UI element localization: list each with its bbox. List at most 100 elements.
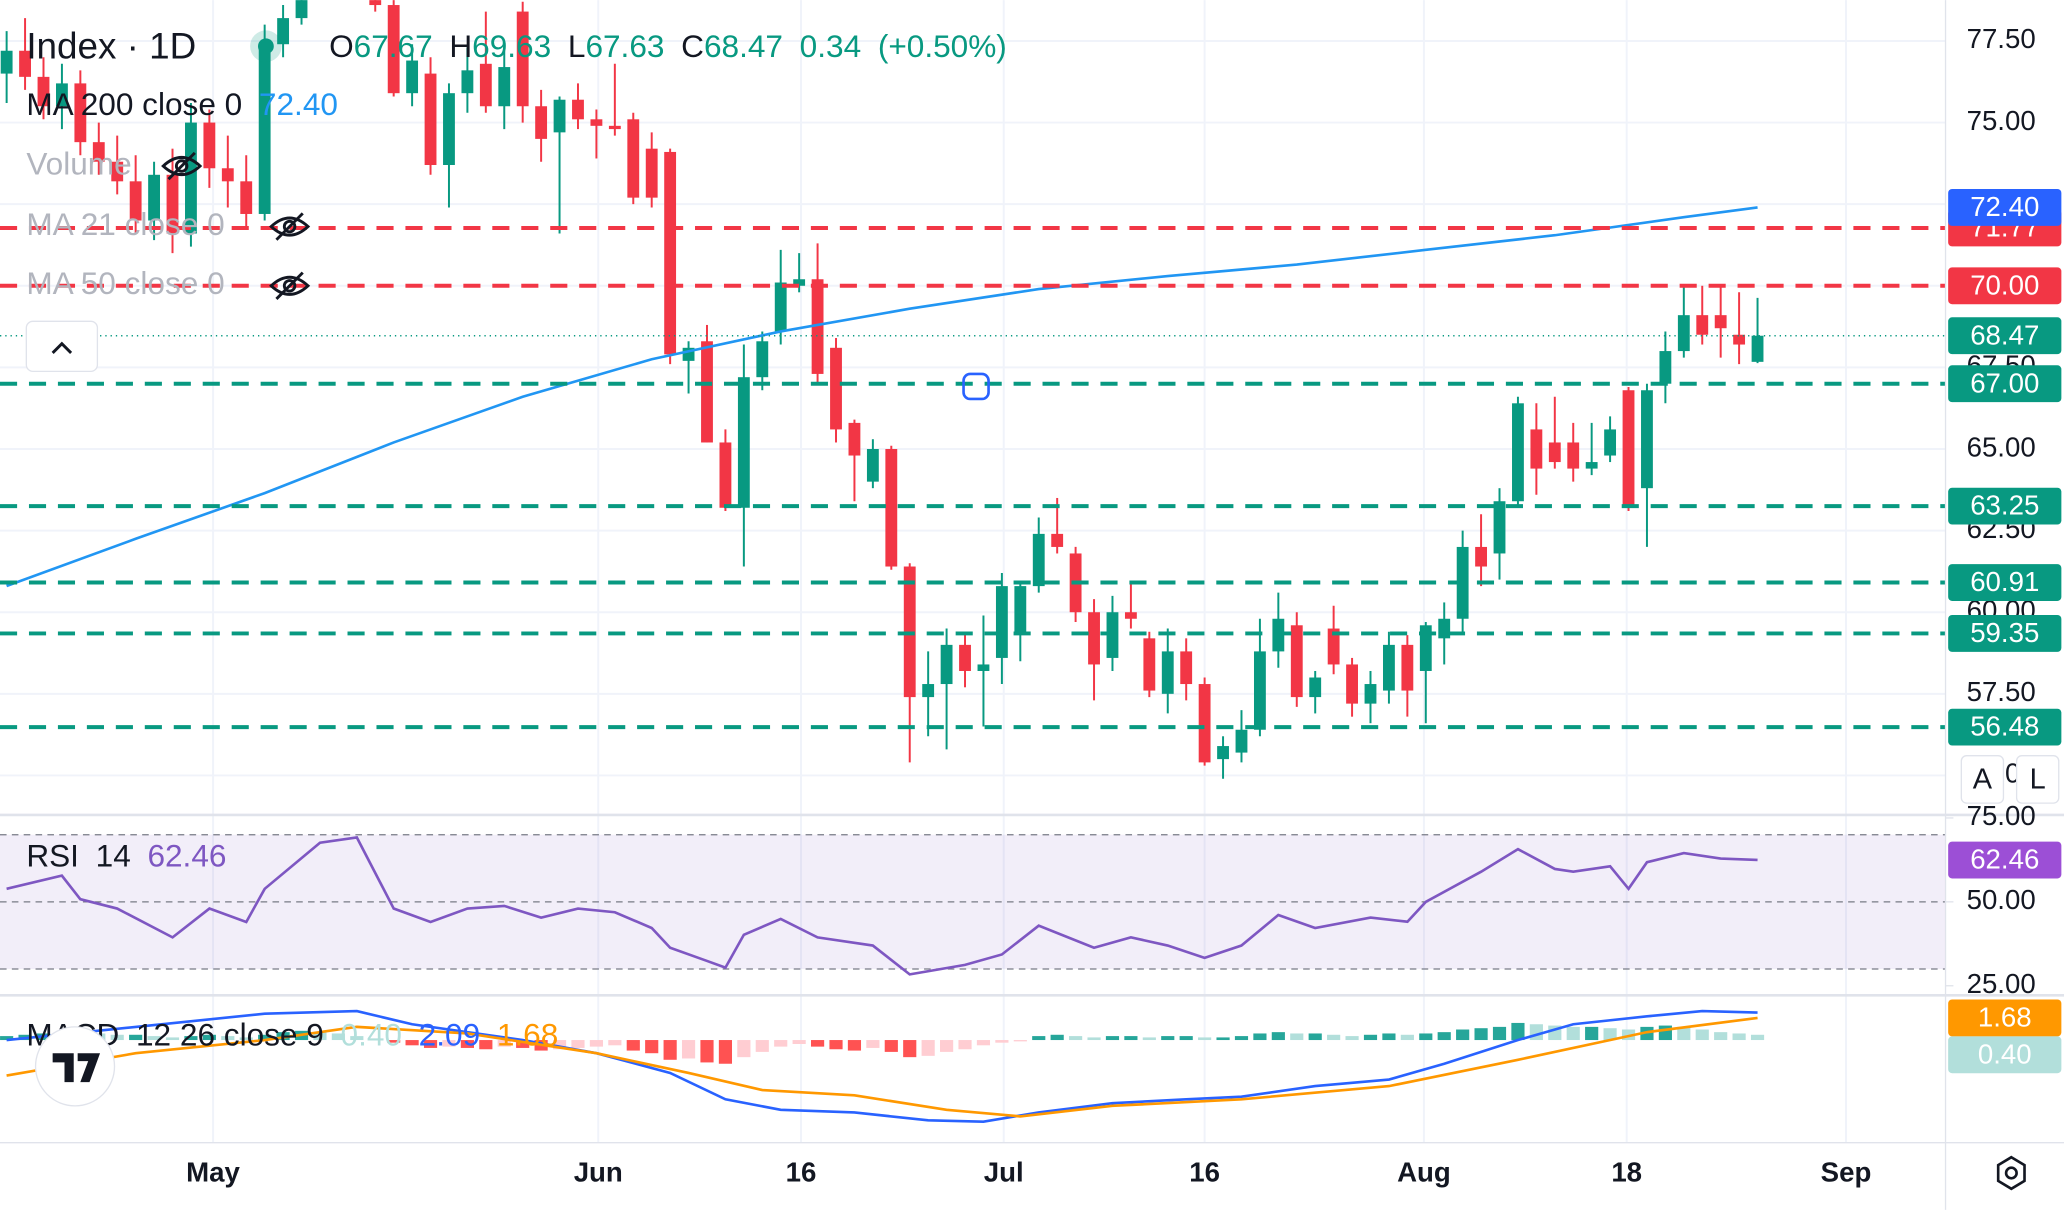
- scale-button[interactable]: [2015, 755, 2060, 804]
- scale-button[interactable]: [1960, 755, 2005, 804]
- candle-body: [959, 644, 971, 671]
- ohlc-value: 67.63: [585, 28, 664, 64]
- histogram-bar: [810, 1040, 825, 1047]
- macd-line: [6, 1009, 1758, 1123]
- histogram-bar: [350, 1036, 364, 1041]
- price-badge-label: 60.91: [1970, 566, 2039, 597]
- ohlc-value: 69.63: [472, 28, 551, 64]
- histogram-bar: [792, 1040, 806, 1044]
- histogram-bar: [1363, 1034, 1378, 1041]
- histogram-bar: [1658, 1025, 1672, 1041]
- candle-body: [719, 442, 732, 508]
- histogram-bar: [700, 1040, 714, 1063]
- histogram-bar: [663, 1040, 677, 1060]
- x-tick-label: Jun: [574, 1157, 623, 1188]
- histogram-bar: [1050, 1034, 1064, 1041]
- ma-legend: MA 200 close 0 72.40: [26, 86, 338, 122]
- candle-body: [19, 50, 31, 77]
- candle-body: [572, 99, 584, 120]
- histogram-bar: [1198, 1037, 1212, 1041]
- candle-body: [406, 60, 419, 94]
- price-badge-label: 56.48: [1970, 711, 2039, 742]
- histogram-bar: [129, 1034, 143, 1041]
- histogram-bar: [1732, 1033, 1746, 1041]
- price-badge: [1948, 841, 2062, 879]
- rsi-legend: RSI 14 62.46: [26, 838, 226, 874]
- histogram-bar: [884, 1040, 898, 1052]
- histogram-bar: [1161, 1036, 1175, 1041]
- rsi-tick-label: 25.00: [1967, 968, 2036, 999]
- candle-body: [424, 73, 437, 166]
- x-tick-label: May: [186, 1157, 240, 1188]
- candle-body: [1714, 315, 1727, 329]
- candle-body: [1677, 315, 1690, 352]
- candle-body: [1346, 664, 1358, 704]
- price-badge: [1948, 189, 2062, 226]
- histogram-bar: [1069, 1036, 1083, 1041]
- histogram-bar: [147, 1036, 161, 1041]
- candle-body: [1493, 501, 1506, 554]
- price-badge-label: 59.35: [1970, 617, 2039, 648]
- price-badge: [1948, 487, 2062, 525]
- collapse-button[interactable]: [25, 320, 99, 373]
- collapse-button-box[interactable]: [25, 320, 99, 373]
- eye-hidden-icon[interactable]: [269, 271, 311, 300]
- ohlc-label: L: [568, 28, 586, 64]
- histogram-bar: [1327, 1034, 1341, 1041]
- candle-body: [608, 125, 621, 130]
- histogram-bar: [1216, 1037, 1230, 1041]
- histogram-bar: [1271, 1032, 1285, 1041]
- candle-body: [1217, 746, 1229, 760]
- logo-circle: [34, 1026, 116, 1107]
- histogram-bar: [1253, 1033, 1267, 1041]
- eye-hidden-icon[interactable]: [269, 212, 311, 241]
- histogram-bar: [460, 1040, 474, 1048]
- drawing-anchor[interactable]: [962, 372, 990, 401]
- candle-body: [1051, 533, 1064, 547]
- candle-body: [1014, 586, 1027, 632]
- eye-hidden-icon[interactable]: [161, 151, 203, 181]
- histogram-bar: [626, 1040, 640, 1051]
- histogram-bar: [976, 1040, 991, 1046]
- histogram-bar: [1234, 1036, 1249, 1041]
- x-tick-label: Jul: [984, 1157, 1024, 1188]
- histogram-bar: [497, 1040, 511, 1047]
- x-tick-label: 16: [786, 1157, 817, 1188]
- histogram-bar: [718, 1040, 733, 1064]
- price-badge-label: 1.68: [1978, 1002, 2032, 1033]
- candle-body: [1327, 628, 1340, 665]
- histogram-bar: [1345, 1036, 1359, 1041]
- candle-body: [1143, 638, 1156, 691]
- histogram-bar: [774, 1040, 788, 1047]
- histogram-bar: [1308, 1033, 1322, 1041]
- histogram-bar: [1437, 1032, 1451, 1041]
- candle-body: [221, 168, 234, 182]
- candle-body: [1604, 429, 1617, 456]
- symbol-title: Index · 1D: [26, 26, 196, 67]
- histogram-bar: [1032, 1036, 1046, 1041]
- histogram-bar: [1714, 1032, 1728, 1041]
- candle-body: [258, 44, 271, 214]
- scale-button-label[interactable]: A: [1973, 763, 1993, 795]
- candle-body: [701, 341, 713, 443]
- price-badge-label: 63.25: [1970, 490, 2039, 521]
- candle-body: [1567, 442, 1580, 469]
- scale-button-label[interactable]: L: [2030, 763, 2046, 795]
- ma-line: [6, 206, 1758, 588]
- candle-body: [479, 63, 492, 107]
- candle-body: [922, 684, 935, 698]
- candle-body: [1198, 684, 1211, 763]
- histogram-bar: [1492, 1026, 1507, 1041]
- candle-body: [1585, 462, 1598, 469]
- change-percent: (+0.50%): [878, 28, 1007, 64]
- settings-icon[interactable]: [1996, 1155, 2026, 1191]
- candle-body: [737, 377, 750, 508]
- candle-body: [92, 142, 105, 162]
- histogram-bar: [1474, 1028, 1488, 1041]
- candle-body: [1659, 351, 1672, 384]
- histogram-bar: [110, 1034, 124, 1041]
- candle-body: [645, 148, 658, 198]
- candle-body: [1235, 729, 1248, 753]
- histogram-bar: [1677, 1026, 1691, 1041]
